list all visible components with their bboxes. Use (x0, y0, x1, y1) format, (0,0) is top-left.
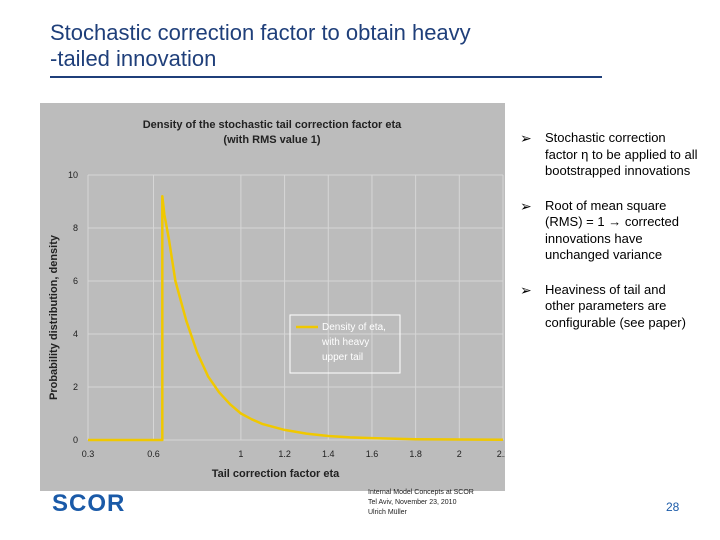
x-tick-label: 0.3 (82, 449, 95, 459)
arrow-bullet-icon: ➢ (520, 130, 532, 146)
arrow-bullet-icon: ➢ (520, 281, 532, 298)
x-axis-label: Tail correction factor eta (212, 468, 340, 480)
scor-logo: SCOR (52, 490, 126, 517)
x-tick-label: 1.4 (322, 449, 335, 459)
x-tick-label: 2 (457, 449, 462, 459)
slide-title-line1: Stochastic correction factor to obtain h… (50, 20, 471, 45)
y-axis-label: Probability distribution, density (48, 234, 60, 400)
page-number: 28 (666, 500, 680, 514)
footer-line: Ulrich Müller (368, 509, 407, 516)
y-tick-label: 4 (73, 329, 78, 339)
slide-title: Stochastic correction factor to obtain h… (50, 20, 610, 72)
chart-subtitle: (with RMS value 1) (223, 134, 321, 146)
density-series-line (88, 194, 504, 442)
density-chart: Density of the stochastic tail correctio… (40, 103, 505, 491)
chart-svg: Density of the stochastic tail correctio… (48, 119, 505, 480)
y-tick-label: 0 (73, 435, 78, 445)
legend-text: upper tail (322, 352, 363, 363)
y-tick-label: 6 (73, 276, 78, 286)
y-tick-label: 10 (68, 170, 78, 180)
legend-text: with heavy (321, 337, 369, 348)
legend-box (289, 314, 401, 374)
arrow-bullet-icon: ➢ (520, 197, 532, 214)
x-tick-label: 1.2 (278, 449, 291, 459)
bullet-text: Stochastic correction factor η to be app… (545, 130, 698, 178)
legend-text: Density of eta, (322, 322, 386, 333)
footer-line: Internal Model Concepts at SCOR (368, 489, 474, 496)
bullet-list: ➢ Stochastic correction factor η to be a… (518, 130, 698, 349)
y-tick-label: 2 (73, 382, 78, 392)
y-tick-label: 8 (73, 223, 78, 233)
x-tick-label: 1 (238, 449, 243, 459)
bullet-item: ➢ Heaviness of tail and other parameters… (518, 282, 698, 332)
chart-title: Density of the stochastic tail correctio… (143, 119, 402, 131)
title-underline (50, 76, 602, 78)
footer-line: Tel Aviv, November 23, 2010 (368, 499, 457, 506)
bullet-item: ➢ Root of mean square (RMS) = 1 → correc… (518, 198, 698, 264)
x-tick-label: 2.2 (497, 449, 505, 459)
slide-title-line2: -tailed innovation (50, 46, 217, 71)
bullet-item: ➢ Stochastic correction factor η to be a… (518, 130, 698, 180)
footer-note: Internal Model Concepts at SCOR Tel Aviv… (368, 488, 474, 518)
bullet-text: Root of mean square (RMS) = 1 → correcte… (545, 197, 680, 263)
x-tick-label: 0.6 (147, 449, 160, 459)
x-tick-label: 1.8 (409, 449, 422, 459)
bullet-text: Heaviness of tail and other parameters a… (545, 281, 686, 330)
x-tick-label: 1.6 (366, 449, 379, 459)
